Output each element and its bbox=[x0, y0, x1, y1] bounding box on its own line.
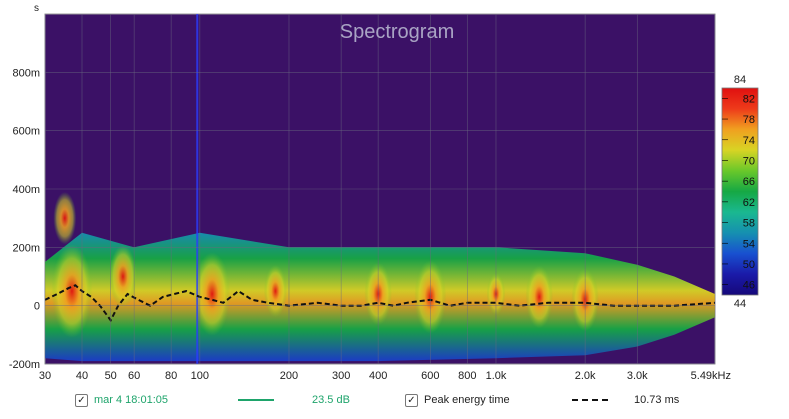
colorbar-tick-label: 62 bbox=[743, 197, 755, 209]
x-tick-label: 30 bbox=[39, 370, 51, 382]
x-tick-label: 2.0k bbox=[575, 370, 596, 382]
y-axis-unit-label: s bbox=[34, 3, 39, 14]
x-tick-label: 200 bbox=[280, 370, 298, 382]
hot-spot bbox=[263, 264, 287, 318]
hot-spot bbox=[51, 244, 93, 338]
dashed-line-icon bbox=[572, 399, 608, 401]
overlay-checkbox[interactable]: ✓ bbox=[405, 393, 418, 407]
y-tick-label: 400m bbox=[12, 184, 40, 196]
y-tick-label: 0 bbox=[34, 301, 40, 313]
colorbar-tick-label: 74 bbox=[743, 135, 755, 147]
legend: ✓ mar 4 18:01:05 23.5 dB ✓ Peak energy t… bbox=[0, 392, 789, 410]
colorbar-tick-label: 58 bbox=[743, 218, 755, 230]
colorbar-tick-label: 50 bbox=[743, 259, 755, 271]
colorbar-tick-label: 66 bbox=[743, 176, 755, 188]
x-tick-label: 400 bbox=[369, 370, 387, 382]
measurement-checkbox[interactable]: ✓ bbox=[75, 393, 88, 407]
hot-spot bbox=[53, 191, 77, 245]
y-tick-label: 200m bbox=[12, 242, 40, 254]
x-tick-label: 50 bbox=[105, 370, 117, 382]
colorbar-tick-label: 70 bbox=[743, 155, 755, 167]
measurement-value: 23.5 dB bbox=[312, 392, 350, 408]
measurement-line-swatch bbox=[238, 392, 274, 408]
overlay-line-swatch bbox=[572, 392, 608, 408]
hot-spot bbox=[193, 252, 231, 336]
x-tick-label: 1.0k bbox=[486, 370, 507, 382]
x-tick-label: 600 bbox=[421, 370, 439, 382]
solid-line-icon bbox=[238, 399, 274, 401]
x-tick-label: 300 bbox=[332, 370, 350, 382]
y-tick-label: 800m bbox=[12, 67, 40, 79]
colorbar-tick-label: 78 bbox=[743, 114, 755, 126]
colorbar-tick-label: 46 bbox=[743, 280, 755, 292]
hot-spot bbox=[525, 265, 553, 329]
y-tick-label: 600m bbox=[12, 126, 40, 138]
x-tick-label: 5.49kHz bbox=[691, 370, 731, 382]
colorbar bbox=[721, 87, 759, 296]
measurement-value-text: 23.5 dB bbox=[312, 394, 350, 406]
x-tick-label: 3.0k bbox=[627, 370, 648, 382]
x-tick-label: 800 bbox=[458, 370, 476, 382]
colorbar-tick-label: 82 bbox=[743, 93, 755, 105]
chart-title: Spectrogram bbox=[340, 21, 455, 43]
hot-spot bbox=[109, 245, 137, 308]
measurement-legend-item[interactable]: ✓ mar 4 18:01:05 bbox=[75, 392, 168, 408]
x-tick-label: 100 bbox=[191, 370, 209, 382]
x-tick-label: 80 bbox=[165, 370, 177, 382]
colorbar-max-label: 84 bbox=[734, 74, 746, 86]
colorbar-min-label: 44 bbox=[734, 298, 746, 310]
overlay-legend-item[interactable]: ✓ Peak energy time bbox=[405, 392, 510, 408]
overlay-value-text: 10.73 ms bbox=[634, 394, 680, 406]
y-tick-label: -200m bbox=[9, 359, 40, 371]
overlay-value: 10.73 ms bbox=[634, 392, 679, 408]
overlay-name: Peak energy time bbox=[424, 394, 510, 406]
colorbar-tick-label: 54 bbox=[743, 238, 755, 250]
measurement-name: mar 4 18:01:05 bbox=[94, 394, 168, 406]
x-tick-label: 40 bbox=[76, 370, 88, 382]
x-tick-label: 60 bbox=[128, 370, 140, 382]
spectrogram-chart: Spectrogram s 30 40 50 60 80 100 200 300 400 600 8… bbox=[9, 3, 759, 382]
